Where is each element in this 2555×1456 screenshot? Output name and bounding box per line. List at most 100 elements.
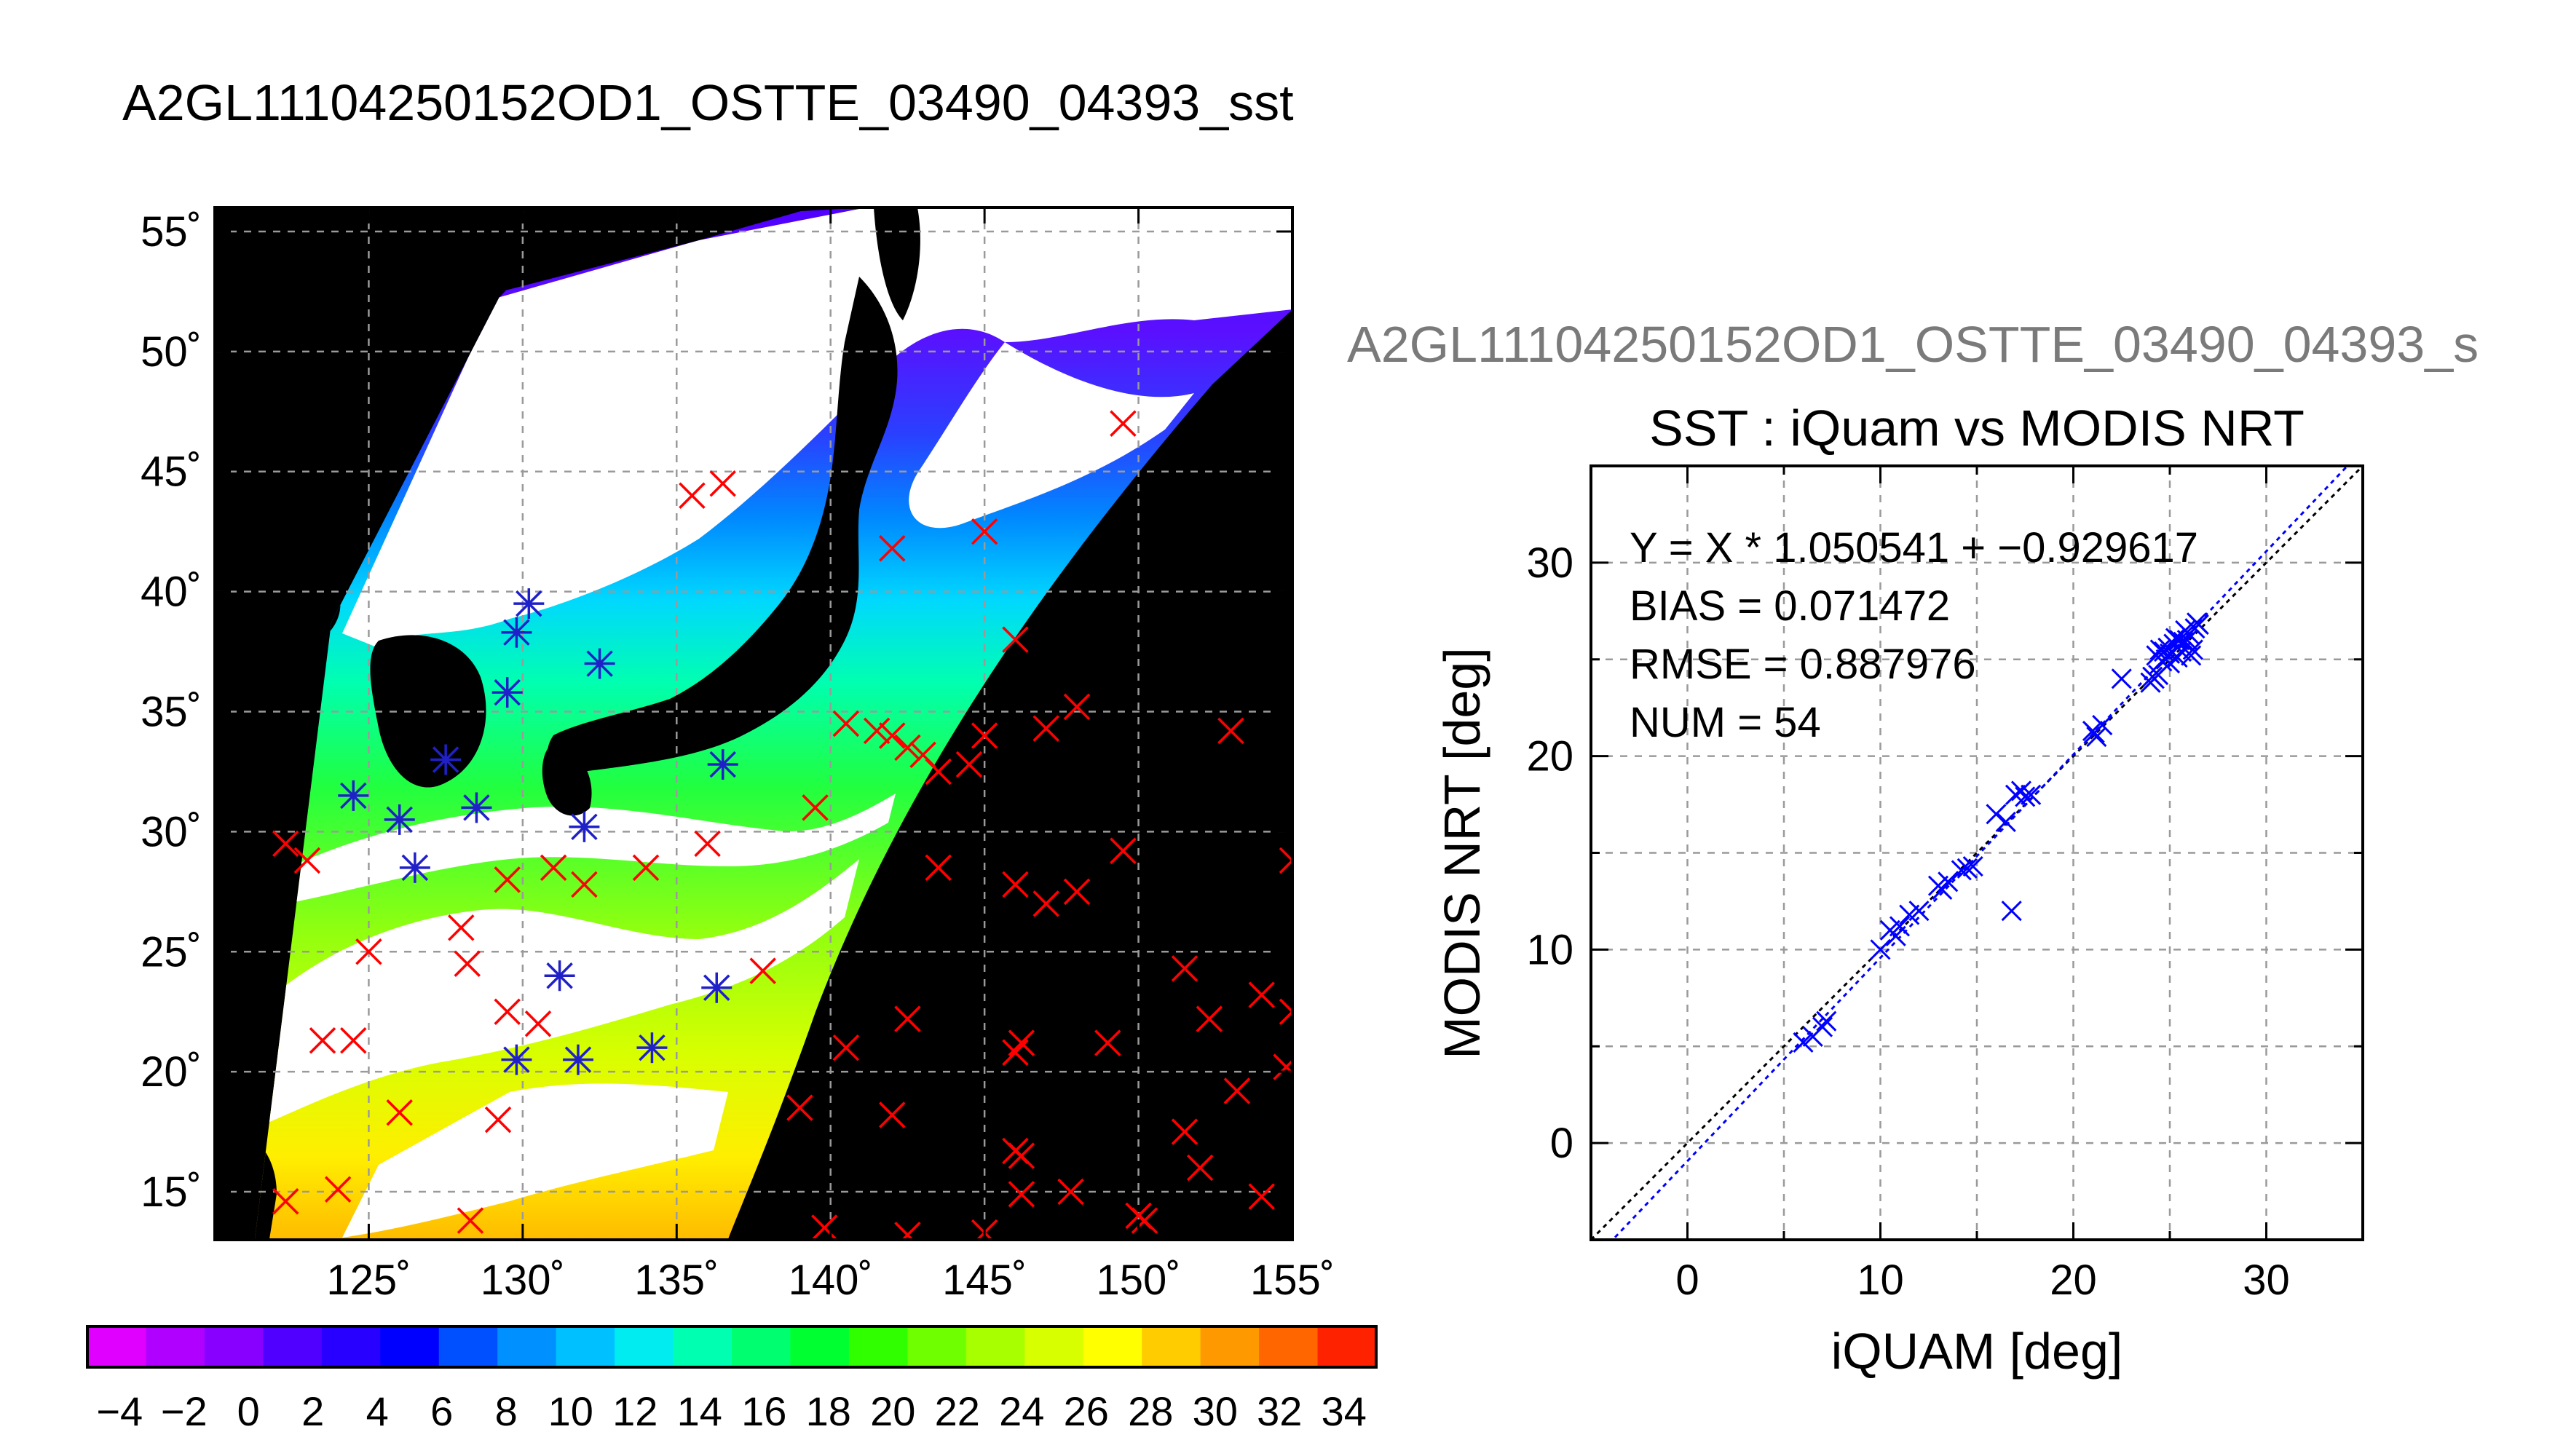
lon-tick-label: 125˚ bbox=[326, 1257, 411, 1304]
scatter-point bbox=[2176, 630, 2197, 651]
matchup-marker-red bbox=[709, 470, 736, 497]
x-axis-label: iQUAM [deg] bbox=[1831, 1323, 2123, 1380]
colorbar-tick-label: 0 bbox=[237, 1388, 260, 1434]
matchup-marker-red bbox=[863, 717, 891, 745]
matchup-marker-blue bbox=[338, 780, 369, 811]
x-tick-label: 10 bbox=[1857, 1257, 1904, 1304]
y-tick-label: 30 bbox=[1526, 539, 1573, 587]
scatter-grid bbox=[1591, 466, 2363, 1240]
colorbar-tick-label: 14 bbox=[677, 1388, 722, 1434]
matchup-marker-red bbox=[524, 1010, 552, 1037]
matchup-marker-blue bbox=[461, 792, 492, 823]
scatter-point bbox=[1932, 879, 1953, 901]
matchup-marker-red bbox=[894, 1005, 921, 1032]
colorbar-tick-label: 24 bbox=[999, 1388, 1044, 1434]
matchup-marker-blue bbox=[562, 1044, 593, 1075]
colorbar-tick-label: 32 bbox=[1257, 1388, 1302, 1434]
colorbar-cell bbox=[87, 1326, 147, 1367]
colorbar-cell bbox=[204, 1326, 264, 1367]
map-frame bbox=[213, 206, 1294, 1241]
lat-tick-label: 35˚ bbox=[141, 689, 202, 736]
lat-tick-label: 15˚ bbox=[141, 1168, 202, 1216]
lat-tick-label: 40˚ bbox=[141, 569, 202, 616]
matchup-marker-red bbox=[272, 830, 299, 858]
colorbar-cell bbox=[1317, 1326, 1377, 1367]
scatter-point bbox=[2184, 618, 2205, 639]
scatter-point bbox=[1986, 804, 2007, 825]
scatter-point bbox=[1870, 939, 1891, 960]
regression-line bbox=[1611, 466, 2349, 1240]
y-axis-label: MODIS NRT [deg] bbox=[1434, 647, 1490, 1059]
matchup-marker-blue bbox=[584, 648, 615, 679]
matchup-marker-red bbox=[454, 950, 481, 978]
matchup-marker-red bbox=[1186, 1154, 1214, 1182]
colorbar-tick-label: 12 bbox=[612, 1388, 657, 1434]
colorbar-tick-label: 4 bbox=[366, 1388, 389, 1434]
scatter-point bbox=[1885, 925, 1906, 946]
matchup-marker-red bbox=[749, 957, 776, 984]
colorbar-tick-label: 18 bbox=[806, 1388, 851, 1434]
colorbar-tick-label: 22 bbox=[935, 1388, 980, 1434]
matchup-marker-red bbox=[832, 710, 860, 737]
colorbar-cell bbox=[790, 1326, 850, 1367]
cloud-mask bbox=[342, 207, 1292, 648]
scatter-point bbox=[2187, 612, 2208, 633]
colorbar-cell bbox=[438, 1326, 499, 1367]
matchup-marker-red bbox=[448, 914, 475, 941]
cloud-mask bbox=[909, 342, 1194, 529]
matchup-marker-red bbox=[832, 1034, 860, 1061]
bias-stat: BIAS = 0.071472 bbox=[1630, 582, 1950, 630]
matchup-marker-red bbox=[894, 734, 921, 761]
colorbar-tick-label: 20 bbox=[870, 1388, 915, 1434]
lat-tick-label: 25˚ bbox=[141, 928, 202, 976]
matchup-marker-blue bbox=[501, 617, 532, 648]
matchup-marker-red bbox=[1217, 717, 1244, 745]
y-tick-label: 0 bbox=[1550, 1120, 1573, 1167]
colorbar-tick-label: 26 bbox=[1064, 1388, 1109, 1434]
colorbar-tick-label: 28 bbox=[1128, 1388, 1173, 1434]
matchup-marker-red bbox=[1196, 1005, 1223, 1032]
matchup-marker-red bbox=[1008, 1181, 1035, 1208]
lat-tick-label: 55˚ bbox=[141, 208, 202, 256]
stats-annotations: Y = X * 1.050541 + −0.929617 BIAS = 0.07… bbox=[1630, 524, 2198, 746]
y-tick-label: 10 bbox=[1526, 926, 1573, 973]
colorbar-tick-label: 30 bbox=[1193, 1388, 1238, 1434]
land-kyushu bbox=[542, 743, 592, 816]
scatter-point bbox=[2153, 641, 2175, 662]
colorbar-tick-label: 10 bbox=[548, 1388, 593, 1434]
lon-tick-label: 150˚ bbox=[1097, 1257, 1181, 1304]
matchup-marker-red bbox=[1279, 847, 1292, 874]
colorbar-tick-label: 2 bbox=[301, 1388, 324, 1434]
matchup-marker-red bbox=[879, 1101, 906, 1128]
matchup-marker-red bbox=[1171, 955, 1198, 982]
matchup-marker-red bbox=[386, 1099, 413, 1126]
colorbar-cell bbox=[848, 1326, 909, 1367]
land-japan bbox=[548, 277, 898, 772]
matchup-marker-red bbox=[1094, 1029, 1121, 1056]
regression-equation: Y = X * 1.050541 + −0.929617 bbox=[1630, 524, 2198, 571]
x-tick-label: 30 bbox=[2243, 1257, 2290, 1304]
matchup-marker-red bbox=[1171, 1118, 1198, 1145]
lat-tick-label: 20˚ bbox=[141, 1048, 202, 1096]
matchup-marker-red bbox=[571, 871, 598, 898]
page-title: A2GL11104250152OD1_OSTTE_03490_04393_sst bbox=[122, 74, 1294, 131]
colorbar-tick-label: −2 bbox=[161, 1388, 208, 1434]
matchup-marker-red bbox=[1008, 1142, 1035, 1169]
matchup-marker-red bbox=[1063, 878, 1091, 906]
lat-tick-label: 30˚ bbox=[141, 808, 202, 855]
colorbar-cell bbox=[497, 1326, 557, 1367]
scatter-point bbox=[2001, 901, 2022, 922]
matchup-marker-red bbox=[484, 1106, 512, 1133]
matchup-marker-red bbox=[293, 847, 321, 874]
cloud-mask bbox=[277, 794, 896, 903]
matchup-marker-red bbox=[355, 938, 382, 965]
lon-tick-label: 140˚ bbox=[789, 1257, 873, 1304]
colorbar-cell bbox=[556, 1326, 616, 1367]
colorbar-tick-label: −4 bbox=[96, 1388, 143, 1434]
matchup-marker-red bbox=[1032, 890, 1059, 917]
lon-tick-label: 135˚ bbox=[634, 1257, 719, 1304]
colorbar-cell bbox=[1024, 1326, 1084, 1367]
colorbar-cell bbox=[673, 1326, 732, 1367]
cloud-mask bbox=[342, 1083, 728, 1238]
